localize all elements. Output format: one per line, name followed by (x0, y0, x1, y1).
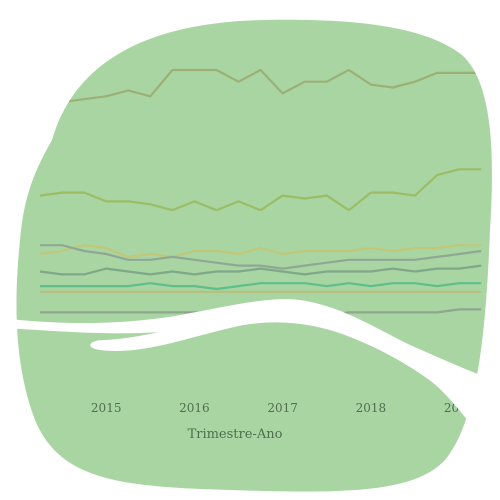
series-line-3 (39, 244, 482, 258)
x-tick-label: 2017 (267, 401, 298, 415)
series-line-6 (40, 282, 482, 291)
series-line-1 (39, 68, 482, 112)
x-tick-label: 2018 (356, 401, 387, 415)
x-axis-title: Trimestre-Ano (188, 427, 283, 442)
series-line-2 (39, 168, 482, 212)
x-axis-ticks: 20152016201720182019 (91, 401, 474, 415)
series-line-5 (39, 264, 482, 276)
x-tick-label: 2016 (179, 401, 210, 415)
series-layer (39, 68, 482, 317)
series-line-4 (40, 244, 482, 270)
decorative-ribbon (0, 299, 500, 455)
x-tick-label: 2015 (91, 401, 122, 415)
